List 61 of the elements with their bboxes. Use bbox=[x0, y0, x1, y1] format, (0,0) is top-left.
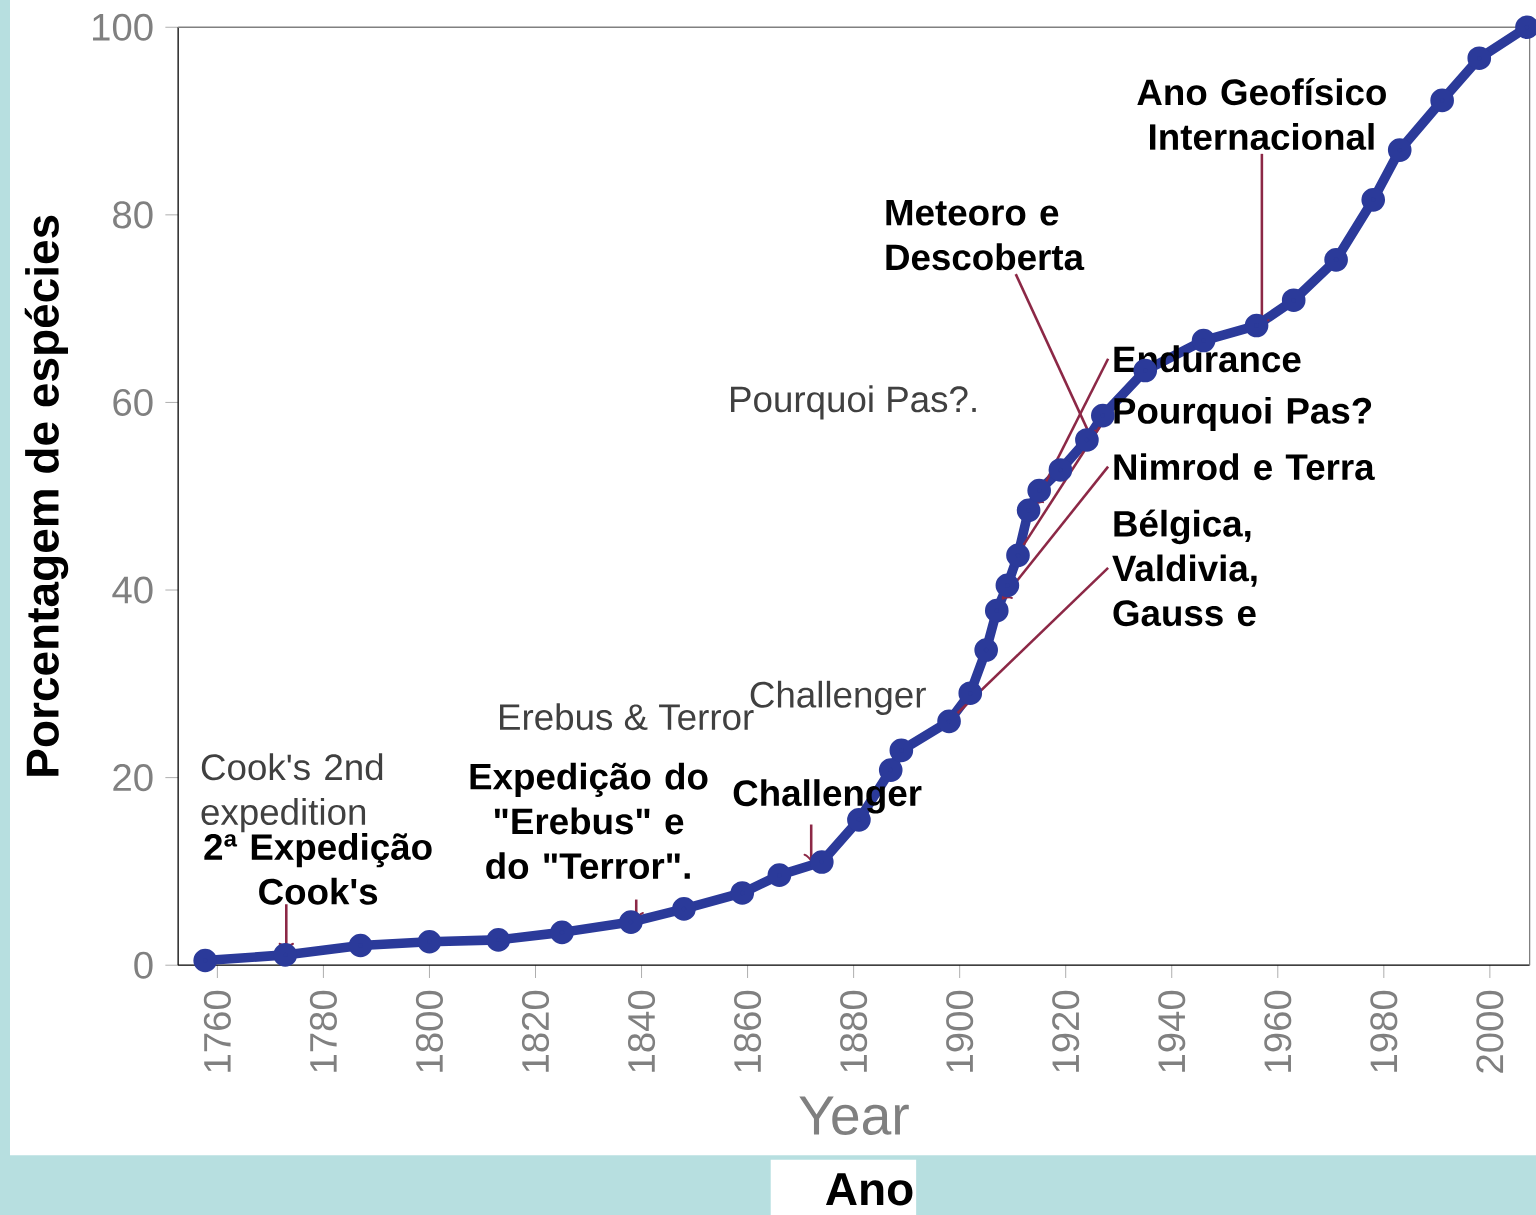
point bbox=[1091, 403, 1115, 428]
y-tick-label: 60 bbox=[113, 388, 153, 416]
point bbox=[974, 638, 998, 662]
point bbox=[1281, 288, 1306, 312]
point bbox=[889, 738, 914, 763]
y-tick-label: 40 bbox=[112, 576, 153, 604]
annotation: Pourquoi Pas?. bbox=[731, 385, 976, 420]
annotation: Bélgica, Valdivia, Gauss e bbox=[1112, 509, 1257, 627]
point bbox=[1027, 478, 1052, 503]
x-tick-label: 1900 bbox=[946, 990, 974, 1072]
point bbox=[1324, 247, 1348, 272]
y-tick-label: 80 bbox=[113, 201, 153, 229]
x-axis-title: Year bbox=[799, 1096, 909, 1135]
point bbox=[486, 928, 511, 952]
annotation: Nimrod e Terra bbox=[1114, 453, 1375, 481]
point bbox=[984, 598, 1009, 623]
x-tick-label: 1820 bbox=[521, 990, 550, 1072]
point bbox=[619, 910, 643, 934]
annotation: Expedição do "Erebus" e do "Terror". bbox=[470, 762, 708, 880]
text: Ano bbox=[825, 1173, 913, 1206]
point bbox=[958, 681, 983, 705]
point bbox=[1467, 46, 1492, 70]
y-tick-label: 0 bbox=[134, 951, 153, 979]
point bbox=[767, 863, 792, 887]
point bbox=[273, 943, 298, 967]
point bbox=[730, 881, 755, 905]
annotation: 2ª Expedição Cook's bbox=[204, 832, 432, 905]
point bbox=[1016, 498, 1041, 523]
x-tick-label: 1960 bbox=[1264, 990, 1292, 1072]
x-tick-label: 1800 bbox=[415, 990, 443, 1072]
point bbox=[995, 573, 1020, 598]
point bbox=[1361, 187, 1386, 212]
point bbox=[417, 929, 442, 954]
x-tick-label: 1840 bbox=[627, 990, 656, 1072]
x-tick-label: 1940 bbox=[1158, 990, 1186, 1072]
annotation: Cook's 2nd expedition bbox=[201, 753, 383, 833]
y-axis-title: Porcentagem de espécies bbox=[24, 215, 69, 776]
y-tick-label: 100 bbox=[93, 13, 153, 41]
x-tick-label: 2000 bbox=[1476, 990, 1504, 1073]
annotation: Meteoro e Descoberta bbox=[886, 199, 1085, 271]
point bbox=[1244, 313, 1269, 338]
x-tick-label: 1780 bbox=[309, 990, 337, 1072]
point bbox=[1430, 88, 1454, 113]
y-tick-label: 20 bbox=[113, 764, 153, 792]
point bbox=[1387, 138, 1412, 162]
x-tick-label: 1860 bbox=[734, 990, 762, 1072]
annotation: Pourquoi Pas? bbox=[1114, 396, 1372, 432]
x-tick-label: 1880 bbox=[840, 990, 868, 1072]
annotation: Ano Geofísico Internacional bbox=[1137, 77, 1386, 150]
point bbox=[550, 920, 574, 945]
point bbox=[1006, 543, 1030, 568]
x-tick-label: 1920 bbox=[1052, 990, 1080, 1072]
point bbox=[937, 709, 961, 734]
point bbox=[348, 933, 373, 958]
point bbox=[1075, 428, 1099, 452]
x-tick-label: 1760 bbox=[203, 990, 231, 1072]
point bbox=[672, 897, 696, 921]
point bbox=[1048, 458, 1073, 482]
point bbox=[193, 948, 217, 973]
x-tick-label: 1980 bbox=[1370, 990, 1398, 1072]
point bbox=[809, 850, 834, 874]
